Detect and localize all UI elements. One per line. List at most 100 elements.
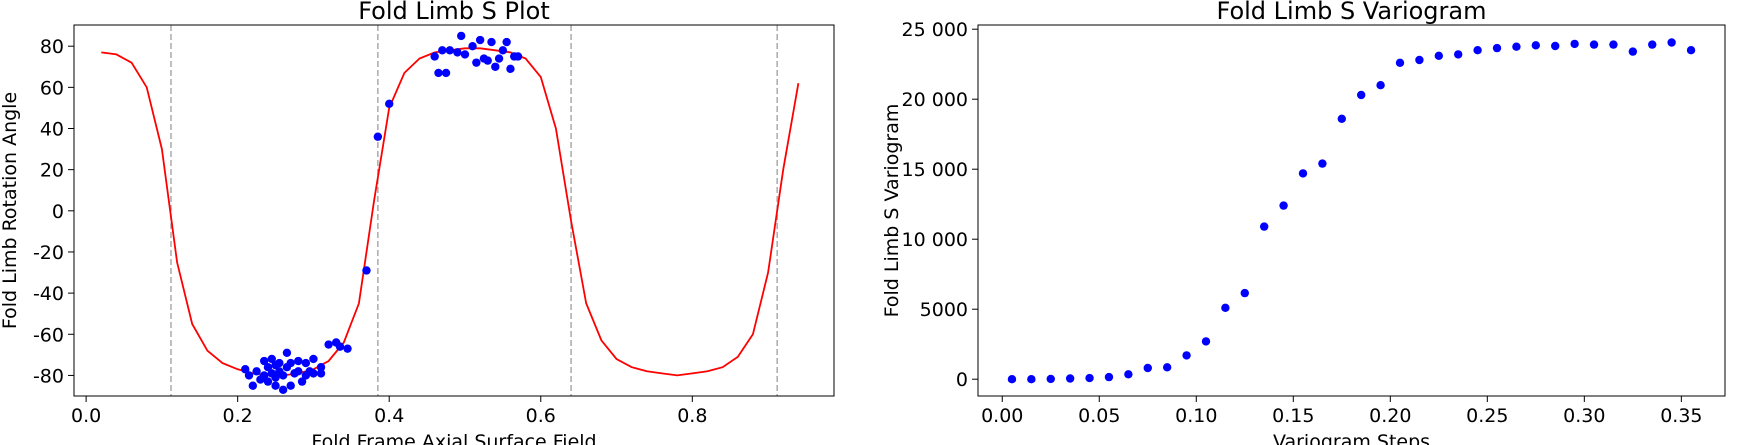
data-point bbox=[241, 365, 250, 374]
data-point bbox=[1259, 222, 1269, 231]
data-point bbox=[445, 46, 455, 55]
data-point bbox=[1279, 201, 1288, 210]
data-point bbox=[491, 62, 500, 71]
y-axis-label: Fold Limb S Variogram bbox=[881, 104, 903, 318]
data-point bbox=[1221, 303, 1230, 312]
data-point bbox=[1667, 38, 1676, 47]
x-tick-label: 0.6 bbox=[526, 405, 556, 427]
data-point bbox=[335, 342, 345, 351]
x-tick-label: 0.0 bbox=[71, 405, 101, 427]
y-tick-label: 5000 bbox=[920, 299, 968, 321]
data-point bbox=[1376, 81, 1385, 90]
data-point bbox=[1143, 363, 1152, 373]
data-point bbox=[286, 381, 295, 390]
y-tick-label: -80 bbox=[33, 365, 64, 387]
data-point bbox=[286, 358, 295, 368]
data-point bbox=[309, 354, 318, 364]
data-point bbox=[498, 46, 508, 55]
data-point bbox=[271, 381, 280, 390]
plot-frame bbox=[73, 24, 835, 397]
data-point bbox=[494, 54, 504, 63]
data-point bbox=[1434, 51, 1444, 60]
data-point bbox=[373, 132, 383, 141]
data-point bbox=[294, 367, 303, 376]
data-point bbox=[460, 50, 470, 59]
data-point bbox=[513, 52, 523, 61]
data-point bbox=[263, 362, 273, 372]
data-point bbox=[1570, 39, 1579, 49]
x-tick-label: 0.20 bbox=[1369, 405, 1411, 427]
data-point bbox=[483, 56, 492, 65]
data-point bbox=[434, 68, 443, 78]
data-point bbox=[252, 367, 261, 376]
y-tick-label: 15 000 bbox=[902, 159, 968, 181]
y-tick-label: 80 bbox=[40, 36, 64, 58]
data-point bbox=[456, 31, 466, 41]
data-point bbox=[1337, 114, 1346, 124]
x-tick-label: 0.05 bbox=[1078, 405, 1120, 427]
data-point bbox=[430, 52, 439, 61]
data-point bbox=[362, 266, 371, 275]
x-tick-label: 0.8 bbox=[677, 405, 707, 427]
x-tick-label: 0.10 bbox=[1175, 405, 1217, 427]
data-point bbox=[1065, 374, 1075, 383]
data-point bbox=[267, 354, 276, 364]
data-point bbox=[259, 371, 269, 380]
data-point bbox=[1357, 90, 1366, 100]
chart-title: Fold Limb S Variogram bbox=[1217, 0, 1487, 25]
data-point bbox=[309, 369, 318, 378]
data-point bbox=[468, 41, 477, 51]
data-point bbox=[1628, 47, 1638, 56]
x-axis-label: Fold Frame Axial Surface Field bbox=[311, 431, 596, 445]
data-point bbox=[1531, 41, 1541, 50]
y-tick-label: -40 bbox=[33, 283, 64, 305]
data-point bbox=[1589, 40, 1599, 49]
x-tick-label: 0.15 bbox=[1272, 405, 1314, 427]
data-point bbox=[1686, 46, 1696, 55]
x-tick-label: 0.35 bbox=[1660, 405, 1702, 427]
data-point bbox=[297, 377, 307, 386]
data-point bbox=[1609, 40, 1618, 49]
data-point bbox=[1551, 41, 1560, 51]
plot-frame bbox=[977, 24, 1726, 397]
data-point bbox=[343, 344, 352, 353]
data-point bbox=[1240, 288, 1249, 298]
y-tick-label: 20 bbox=[40, 160, 64, 182]
data-point bbox=[1182, 351, 1191, 360]
y-tick-label: 40 bbox=[40, 119, 64, 141]
data-point bbox=[1085, 373, 1094, 383]
x-axis-label: Variogram Steps bbox=[1273, 431, 1430, 445]
data-point bbox=[1162, 363, 1172, 372]
x-tick-label: 0.4 bbox=[374, 405, 404, 427]
x-tick-label: 0.00 bbox=[981, 405, 1023, 427]
x-tick-label: 0.30 bbox=[1563, 405, 1605, 427]
data-point bbox=[475, 35, 485, 45]
data-point bbox=[1298, 169, 1308, 178]
y-tick-label: -60 bbox=[33, 324, 64, 346]
data-point bbox=[1124, 370, 1133, 379]
fitted-line bbox=[101, 47, 800, 377]
data-point bbox=[1512, 42, 1521, 51]
data-point bbox=[453, 48, 462, 57]
chart-title: Fold Limb S Plot bbox=[358, 0, 550, 25]
data-point bbox=[259, 356, 269, 366]
data-point bbox=[502, 37, 511, 47]
y-tick-label: 60 bbox=[40, 77, 64, 99]
y-axis-label: Fold Limb Rotation Angle bbox=[0, 92, 21, 329]
data-point bbox=[1046, 374, 1055, 384]
data-point bbox=[282, 348, 292, 357]
data-point bbox=[385, 99, 394, 109]
data-point bbox=[487, 37, 496, 47]
data-point bbox=[1473, 46, 1482, 55]
data-point bbox=[324, 340, 333, 349]
data-point bbox=[1027, 375, 1036, 384]
data-point bbox=[1201, 337, 1211, 346]
data-point bbox=[1648, 40, 1657, 49]
data-point bbox=[301, 358, 311, 368]
y-tick-label: 25 000 bbox=[902, 19, 968, 41]
data-point bbox=[438, 46, 447, 55]
x-tick-label: 0.25 bbox=[1466, 405, 1508, 427]
y-tick-label: 10 000 bbox=[902, 229, 968, 251]
data-point bbox=[271, 373, 280, 382]
